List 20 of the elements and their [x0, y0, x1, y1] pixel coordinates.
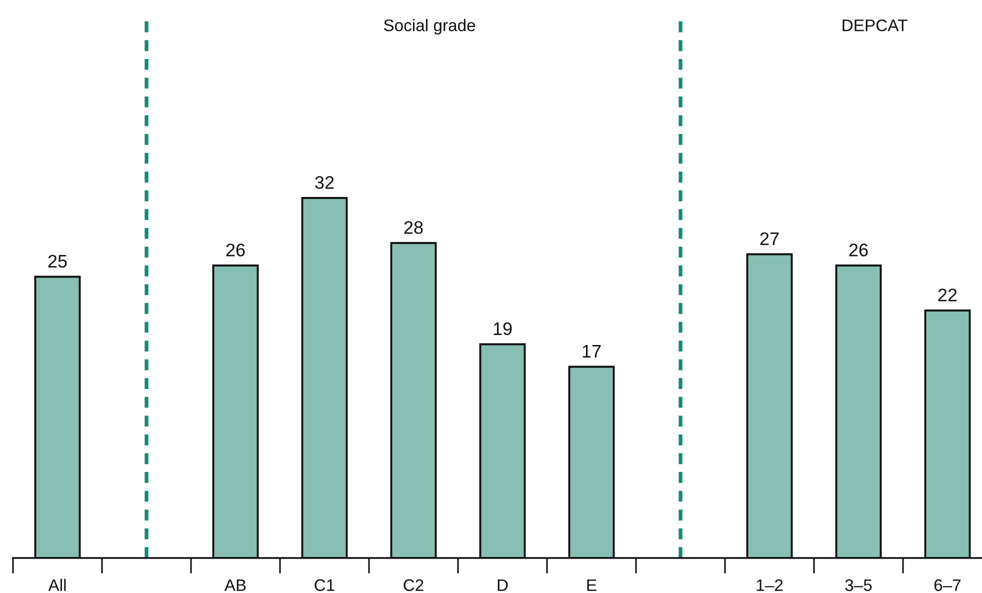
data-label: 22 — [938, 288, 957, 302]
data-label: 26 — [849, 244, 868, 256]
x-tick-label: C2 — [404, 579, 424, 592]
data-label: 28 — [404, 221, 423, 234]
data-label: 19 — [494, 322, 512, 336]
data-label: 27 — [760, 232, 779, 245]
x-tick-label: D — [498, 579, 508, 591]
text: Social grade — [384, 19, 476, 35]
data-label: 25 — [48, 254, 67, 268]
data-label: 32 — [315, 176, 334, 189]
x-tick-label: 3–5 — [845, 579, 872, 592]
x-tick-label: 1–2 — [756, 579, 783, 591]
x-tick-label: E — [587, 579, 596, 591]
x-tick-label: 6–7 — [934, 579, 961, 592]
x-tick-label: AB — [224, 579, 246, 591]
text: DEPCAT — [842, 19, 908, 32]
data-label: 17 — [582, 345, 601, 358]
x-tick-label: C1 — [314, 579, 334, 592]
data-label: 26 — [226, 244, 245, 256]
x-tick-label: All — [48, 578, 66, 591]
